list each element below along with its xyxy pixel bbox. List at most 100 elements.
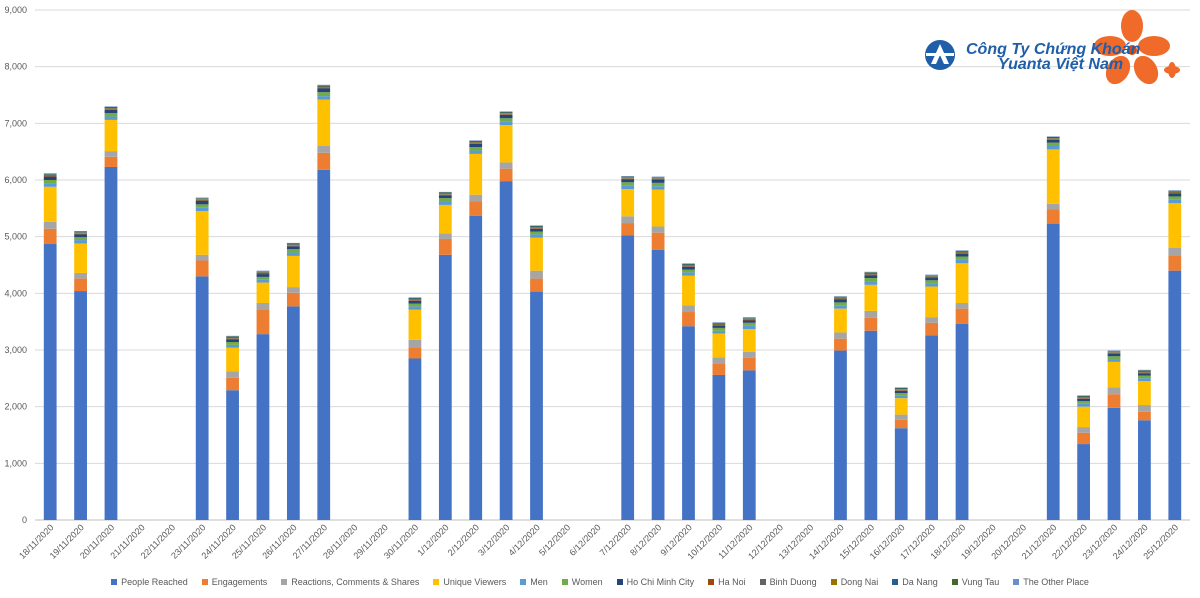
bar-segment bbox=[317, 85, 331, 86]
bar-segment bbox=[104, 107, 118, 109]
bar-segment bbox=[651, 176, 665, 178]
bar-segment bbox=[651, 189, 665, 227]
bar-segment bbox=[499, 181, 513, 520]
bar-segment bbox=[286, 244, 300, 246]
bar-segment bbox=[1077, 395, 1091, 397]
bar-segment bbox=[1168, 192, 1182, 194]
bar-segment bbox=[834, 332, 847, 339]
bar-segment bbox=[74, 237, 87, 241]
bar-segment bbox=[317, 92, 331, 97]
bar-stack bbox=[1046, 136, 1060, 520]
bar-segment bbox=[256, 302, 270, 310]
bar-segment bbox=[195, 197, 209, 199]
bar-segment bbox=[43, 176, 57, 177]
bar-segment bbox=[1107, 353, 1121, 357]
bar-segment bbox=[195, 199, 209, 200]
bar-segment bbox=[317, 86, 331, 88]
bar-segment bbox=[438, 194, 452, 196]
bar-segment bbox=[1046, 138, 1060, 140]
bar-segment bbox=[712, 333, 726, 358]
bar-segment bbox=[1046, 137, 1060, 139]
bar-segment bbox=[1107, 351, 1121, 353]
bar-segment bbox=[742, 317, 756, 319]
x-tick-label: 4/12/2020 bbox=[507, 522, 542, 557]
bar-segment bbox=[1138, 371, 1151, 373]
bar-segment bbox=[408, 297, 422, 299]
bar-segment bbox=[651, 178, 665, 179]
bar-segment bbox=[1168, 191, 1182, 192]
bar-segment bbox=[925, 275, 939, 276]
bar-segment bbox=[317, 169, 331, 521]
legend-item: Binh Duong bbox=[759, 577, 817, 587]
bar-segment bbox=[621, 185, 635, 190]
bar-segment bbox=[469, 215, 483, 520]
bar-segment bbox=[742, 319, 756, 320]
bar-segment bbox=[43, 186, 57, 222]
bar-segment bbox=[834, 305, 847, 309]
bar-segment bbox=[256, 279, 270, 283]
bar-segment bbox=[925, 317, 939, 323]
legend-label: Reactions, Comments & Shares bbox=[291, 577, 420, 587]
bar-segment bbox=[925, 276, 939, 277]
bar-segment bbox=[712, 324, 726, 326]
legend-swatch bbox=[433, 579, 440, 585]
bar-segment bbox=[1107, 350, 1121, 352]
bar-segment bbox=[925, 276, 939, 278]
y-tick-label: 4,000 bbox=[4, 288, 27, 298]
chart-legend: People Reached Engagements Reactions, Comm… bbox=[0, 574, 1200, 590]
bar-stack bbox=[226, 335, 239, 520]
bar-segment bbox=[530, 227, 543, 228]
bar-segment bbox=[408, 358, 422, 520]
bar-segment bbox=[1107, 361, 1121, 388]
bar-segment bbox=[651, 232, 665, 250]
bar-segment bbox=[226, 336, 239, 337]
bar-stack bbox=[256, 270, 270, 520]
bar-segment bbox=[864, 271, 878, 273]
legend-swatch bbox=[759, 579, 766, 585]
bar-segment bbox=[469, 140, 483, 142]
bar-segment bbox=[1077, 398, 1091, 401]
bar-segment bbox=[226, 344, 239, 348]
bar-segment bbox=[43, 174, 57, 176]
bar-segment bbox=[1077, 398, 1091, 399]
legend-label: Ha Noi bbox=[718, 577, 746, 587]
bar-segment bbox=[104, 108, 118, 110]
bar-segment bbox=[1077, 403, 1091, 407]
bar-segment bbox=[499, 114, 513, 115]
bar-segment bbox=[317, 96, 331, 100]
bar-segment bbox=[834, 338, 847, 351]
brand-name: Công Ty Chứng Khoán Yuanta Việt Nam bbox=[966, 42, 1140, 73]
bar-segment bbox=[530, 237, 543, 271]
bar-stack bbox=[408, 297, 422, 520]
bar-segment bbox=[955, 251, 969, 252]
legend-swatch bbox=[201, 579, 208, 585]
bar-segment bbox=[438, 191, 452, 193]
bar-segment bbox=[74, 232, 87, 234]
bar-segment bbox=[74, 232, 87, 233]
bar-segment bbox=[499, 125, 513, 163]
bar-segment bbox=[408, 300, 422, 304]
bar-segment bbox=[438, 192, 452, 194]
bar-segment bbox=[438, 233, 452, 239]
bar-segment bbox=[894, 389, 908, 391]
bar-segment bbox=[1046, 146, 1060, 150]
legend-label: Da Nang bbox=[902, 577, 938, 587]
bar-segment bbox=[1168, 270, 1182, 520]
bar-segment bbox=[469, 153, 483, 195]
bar-segment bbox=[712, 374, 726, 520]
bar-segment bbox=[408, 300, 422, 301]
bar-segment bbox=[530, 225, 543, 227]
bar-segment bbox=[499, 118, 513, 122]
bar-stack bbox=[286, 242, 300, 520]
bar-stack bbox=[317, 84, 331, 521]
legend-swatch bbox=[281, 579, 288, 585]
bar-segment bbox=[864, 272, 878, 274]
legend-item: Men bbox=[520, 577, 548, 587]
bar-segment bbox=[1168, 193, 1182, 197]
bar-segment bbox=[682, 266, 695, 270]
bar-segment bbox=[1046, 142, 1060, 146]
x-tick-label: 7/12/2020 bbox=[598, 522, 633, 557]
bar-segment bbox=[682, 272, 695, 276]
bar-segment bbox=[408, 306, 422, 310]
bar-segment bbox=[104, 106, 118, 107]
